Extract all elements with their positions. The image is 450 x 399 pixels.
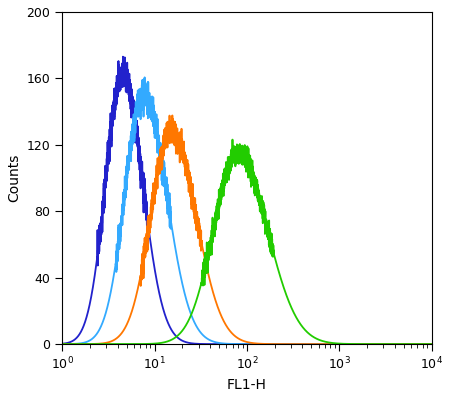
Y-axis label: Counts: Counts [7,154,21,202]
X-axis label: FL1-H: FL1-H [227,378,267,392]
